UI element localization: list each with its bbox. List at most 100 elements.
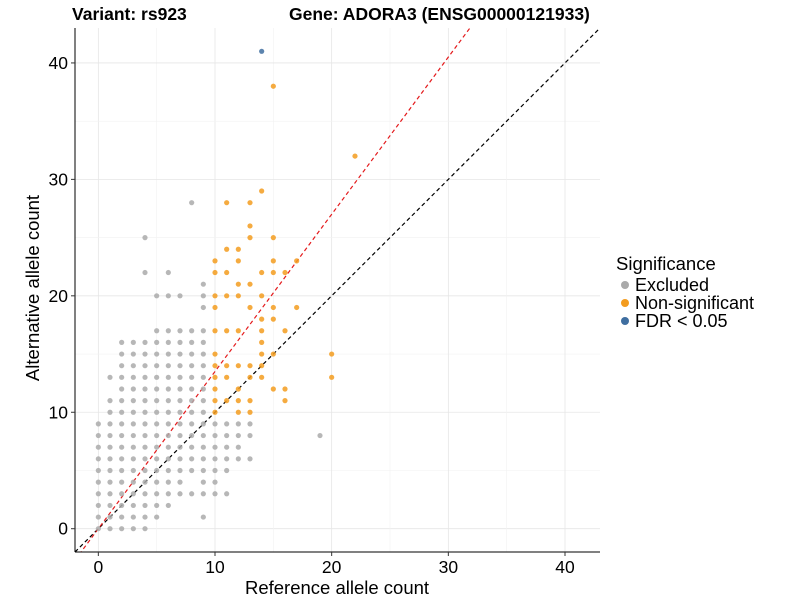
data-point (270, 304, 276, 311)
data-point (247, 235, 253, 241)
data-point (165, 467, 171, 474)
data-point (95, 432, 101, 439)
data-point (224, 421, 230, 427)
data-point (107, 491, 113, 497)
y-tick-label: 0 (58, 519, 68, 539)
data-point (130, 398, 136, 404)
data-point (119, 339, 125, 345)
x-tick-label: 0 (93, 557, 103, 577)
data-point (142, 502, 148, 509)
data-point (235, 258, 241, 264)
data-point (189, 339, 195, 345)
legend-item-non-significant: Non-significant (616, 294, 754, 312)
data-point (224, 491, 230, 497)
data-point (107, 444, 113, 450)
data-point (200, 467, 206, 474)
data-point (247, 398, 253, 404)
data-point (165, 398, 171, 404)
data-point (247, 374, 253, 380)
data-point (224, 456, 230, 462)
data-point (259, 374, 265, 380)
data-point (119, 526, 125, 532)
data-point (247, 421, 253, 427)
plot-axes: 0 10 20 30 40 0 10 20 30 40 (49, 28, 600, 577)
data-point (200, 374, 206, 380)
identity-line (75, 28, 600, 552)
data-point (247, 304, 253, 311)
data-point (224, 293, 230, 299)
data-point (212, 374, 218, 380)
data-point (130, 421, 136, 427)
data-point (119, 374, 125, 380)
data-point (270, 83, 276, 89)
data-point (200, 281, 206, 287)
data-point (142, 363, 148, 369)
data-point (200, 421, 206, 427)
data-point (142, 444, 148, 450)
data-point (165, 386, 171, 392)
data-point (200, 456, 206, 462)
data-point (235, 281, 241, 287)
y-axis-label: Alternative allele count (22, 195, 43, 381)
data-point (154, 514, 160, 520)
legend-label: Excluded (635, 275, 710, 295)
data-point (95, 514, 101, 520)
data-point (154, 351, 160, 357)
data-point (200, 304, 206, 311)
data-point (154, 467, 160, 474)
data-point (130, 351, 136, 357)
data-point (142, 491, 148, 497)
data-point (154, 386, 160, 392)
data-point (189, 398, 195, 404)
data-point (200, 386, 206, 392)
data-point (212, 479, 218, 485)
data-point (212, 467, 218, 474)
data-point (212, 386, 218, 392)
data-point (142, 269, 148, 276)
data-point (119, 456, 125, 462)
data-point (177, 398, 183, 404)
data-point (154, 479, 160, 485)
data-point (142, 467, 148, 474)
x-tick-label: 30 (439, 557, 459, 577)
data-point (165, 269, 171, 276)
data-point (235, 432, 241, 439)
legend-key-excluded (621, 281, 629, 289)
data-point (142, 339, 148, 345)
plot-grid (75, 28, 600, 552)
data-point (119, 351, 125, 357)
x-tick-label: 40 (555, 557, 575, 577)
data-point (189, 363, 195, 369)
data-point (235, 386, 241, 392)
data-point (95, 502, 101, 509)
data-point (294, 258, 300, 264)
data-point (142, 374, 148, 380)
data-point (212, 456, 218, 462)
data-point (189, 421, 195, 427)
data-point (142, 409, 148, 415)
data-point (247, 200, 253, 206)
data-point (282, 328, 288, 334)
series-excluded (95, 200, 323, 532)
data-point (189, 386, 195, 392)
data-point (235, 409, 241, 415)
data-point (259, 293, 265, 299)
y-tick-label: 30 (49, 169, 69, 189)
data-point (200, 514, 206, 520)
data-point (212, 363, 218, 369)
data-point (247, 281, 253, 287)
data-point (177, 479, 183, 485)
data-point (235, 444, 241, 450)
data-point (189, 467, 195, 474)
data-point (224, 444, 230, 450)
data-point (247, 409, 253, 415)
data-point (119, 514, 125, 520)
data-point (165, 456, 171, 462)
data-point (177, 491, 183, 497)
data-point (317, 432, 323, 439)
data-point (177, 409, 183, 415)
data-point (177, 421, 183, 427)
data-point (212, 421, 218, 427)
legend-key-fdr (621, 317, 629, 325)
data-point (189, 374, 195, 380)
